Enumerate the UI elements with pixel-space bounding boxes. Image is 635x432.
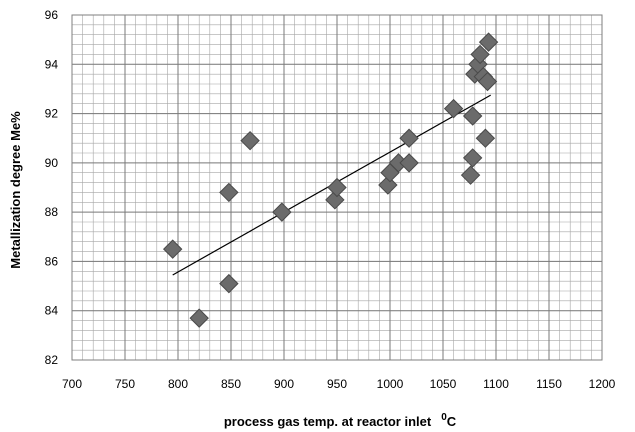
x-tick-label: 700 <box>62 377 82 391</box>
y-tick-label: 96 <box>45 8 59 22</box>
data-point-diamond <box>219 273 239 294</box>
data-point-diamond <box>378 175 398 195</box>
x-axis-tick-labels: 700 750 800 850 900 950 1000 1050 1100 1150 1200 <box>62 377 616 391</box>
y-tick-label: 94 <box>45 57 59 71</box>
x-axis-title: process gas temp. at reactor inlet 0C <box>224 412 457 429</box>
x-axis-title-unit: C <box>447 414 457 429</box>
data-point-diamond <box>325 190 345 210</box>
plot-area-border <box>71 14 603 361</box>
data-point-diamond <box>475 128 496 148</box>
x-tick-label: 1000 <box>377 377 404 391</box>
data-point-diamond <box>189 308 209 328</box>
data-point-diamond <box>477 71 498 92</box>
x-tick-label: 1050 <box>430 377 457 391</box>
x-tick-label: 800 <box>168 377 188 391</box>
y-tick-label: 88 <box>45 205 59 219</box>
x-tick-label: 950 <box>327 377 347 391</box>
y-tick-label: 92 <box>45 107 59 121</box>
y-tick-label: 86 <box>45 254 59 268</box>
data-point-diamond <box>240 130 260 151</box>
x-axis-title-unit-superscript: 0 <box>441 412 447 423</box>
data-point-diamond <box>399 153 419 173</box>
x-tick-label: 900 <box>274 377 294 391</box>
data-points <box>162 32 499 328</box>
data-point-diamond <box>162 239 183 259</box>
x-tick-label: 1200 <box>589 377 616 391</box>
y-tick-label: 82 <box>45 353 59 367</box>
y-axis-tick-labels: 82 84 86 88 90 92 94 96 <box>45 8 59 367</box>
x-tick-label: 1100 <box>483 377 509 391</box>
data-point-diamond <box>327 177 347 198</box>
data-point-diamond <box>478 32 499 52</box>
data-point-diamond <box>219 182 239 203</box>
x-tick-label: 850 <box>221 377 241 391</box>
x-tick-label: 750 <box>115 377 135 391</box>
data-point-diamond <box>272 202 292 222</box>
y-axis-title: Metallization degree Me% <box>8 111 23 269</box>
data-point-diamond <box>470 44 490 65</box>
data-point-diamond <box>443 98 464 119</box>
x-tick-label: 1150 <box>536 377 562 391</box>
data-point-diamond <box>462 106 483 126</box>
data-point-diamond <box>462 148 483 168</box>
y-tick-label: 90 <box>45 156 59 170</box>
x-axis-title-text: process gas temp. at reactor inlet <box>224 414 432 429</box>
data-point-diamond <box>460 165 481 185</box>
data-point-diamond <box>399 128 419 148</box>
y-tick-label: 84 <box>45 304 59 318</box>
